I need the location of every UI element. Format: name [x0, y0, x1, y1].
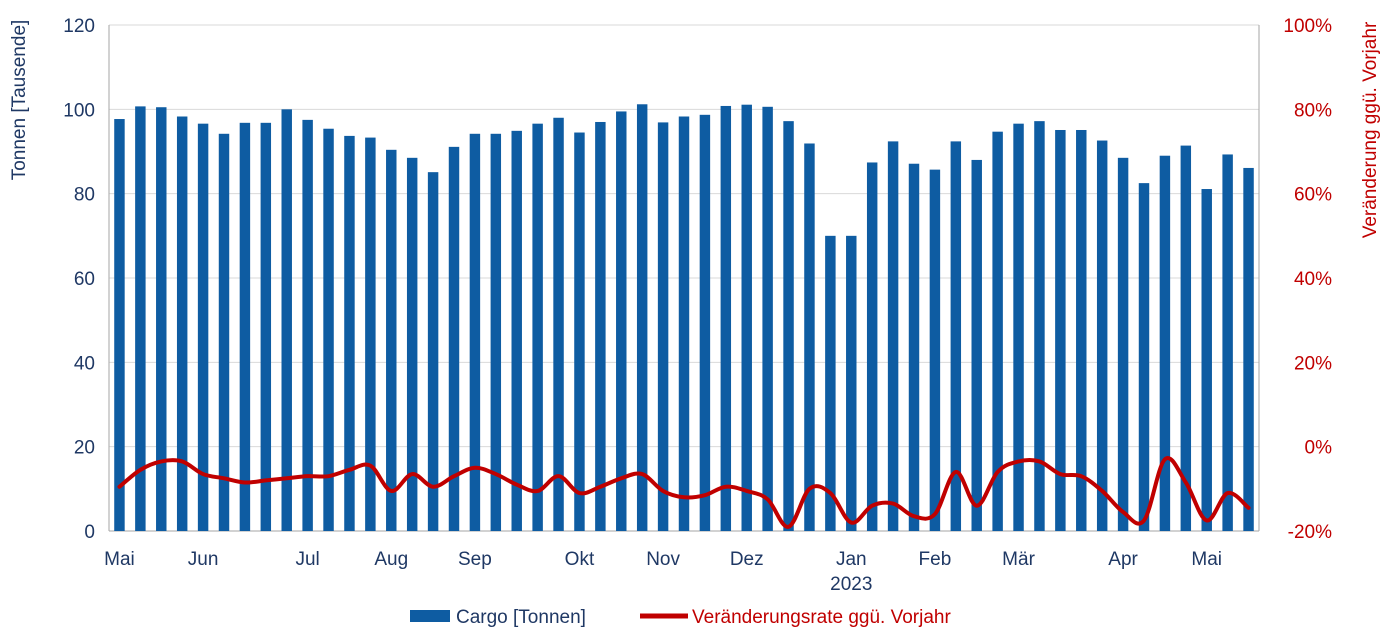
bar-cargo-36 [866, 162, 878, 532]
bar-cargo-18 [490, 133, 502, 532]
bar-series-cargo [114, 104, 1254, 532]
bar-cargo-7 [260, 122, 272, 532]
bar-cargo-17 [469, 133, 481, 532]
legend-label-line: Veränderungsrate ggü. Vorjahr [692, 607, 951, 628]
bar-cargo-52 [1201, 189, 1212, 532]
bar-cargo-23 [595, 121, 606, 531]
x-tick-label: Feb [919, 549, 952, 570]
bar-cargo-50 [1159, 155, 1171, 531]
legend: Cargo [Tonnen] Veränderungsrate ggü. Vor… [410, 607, 951, 628]
bar-cargo-37 [887, 141, 899, 531]
bar-cargo-26 [657, 122, 669, 531]
bar-cargo-16 [448, 146, 460, 531]
bar-cargo-53 [1222, 154, 1233, 531]
x-tick-label: Jun [188, 549, 219, 570]
bar-cargo-12 [365, 137, 376, 531]
x-tick-label: Mai [1191, 549, 1222, 570]
x-tick-label: Jan [836, 549, 867, 570]
bar-cargo-43 [1013, 123, 1024, 532]
x-tick-label: Sep [458, 549, 492, 570]
legend-swatch-cargo [410, 610, 450, 622]
left-tick-label: 20 [74, 438, 95, 459]
bar-cargo-6 [239, 122, 251, 532]
x-tick-label: Jul [295, 549, 319, 570]
left-tick-label: 40 [74, 353, 95, 374]
bar-cargo-20 [532, 123, 543, 532]
bar-cargo-40 [950, 141, 962, 531]
x-tick-label: Dez [730, 549, 764, 570]
left-axis-title: Tonnen [Tausende] [9, 20, 30, 181]
bar-cargo-45 [1055, 129, 1066, 531]
right-tick-label: 80% [1294, 100, 1332, 121]
bar-cargo-3 [176, 116, 188, 532]
bar-cargo-27 [678, 116, 690, 532]
bar-cargo-33 [804, 143, 815, 531]
bar-cargo-42 [992, 131, 1003, 531]
year-label: 2023 [830, 574, 872, 595]
bar-cargo-10 [323, 128, 334, 532]
bar-cargo-5 [218, 133, 230, 532]
bar-cargo-35 [846, 235, 857, 532]
right-tick-label: 0% [1305, 438, 1333, 459]
bar-cargo-25 [636, 104, 648, 532]
bar-cargo-51 [1180, 145, 1192, 531]
right-axis-title: Veränderung ggü. Vorjahr [1360, 21, 1381, 238]
x-tick-label: Mär [1002, 549, 1035, 570]
bar-cargo-13 [386, 149, 397, 531]
bar-cargo-14 [406, 157, 418, 531]
right-tick-label: 40% [1294, 269, 1332, 290]
bar-cargo-28 [699, 114, 711, 531]
legend-label-cargo: Cargo [Tonnen] [456, 607, 586, 628]
bar-cargo-9 [302, 119, 313, 531]
x-tick-label: Aug [374, 549, 408, 570]
left-tick-label: 100 [63, 100, 95, 121]
right-tick-label: -20% [1288, 522, 1332, 543]
bar-cargo-4 [197, 123, 209, 532]
bar-cargo-49 [1138, 183, 1150, 531]
bar-cargo-34 [825, 235, 836, 532]
bar-cargo-48 [1117, 157, 1129, 531]
x-tick-label: Mai [104, 549, 135, 570]
left-tick-label: 0 [84, 522, 95, 543]
bar-cargo-21 [553, 117, 564, 532]
bar-cargo-0 [114, 119, 125, 531]
line-series-veraenderungsrate [117, 456, 1251, 529]
bar-cargo-29 [720, 105, 732, 532]
bar-cargo-31 [762, 106, 773, 531]
right-axis-ticks: -20% 0% 20% 40% 60% 80% 100% [1283, 16, 1332, 543]
bar-cargo-2 [156, 107, 167, 531]
left-tick-label: 80 [74, 185, 95, 206]
right-tick-label: 20% [1294, 353, 1332, 374]
bar-cargo-24 [616, 111, 627, 532]
bar-cargo-15 [427, 172, 439, 531]
left-tick-label: 120 [63, 16, 95, 37]
bar-cargo-8 [281, 109, 292, 531]
bar-cargo-1 [135, 106, 146, 532]
left-tick-label: 60 [74, 269, 95, 290]
bar-cargo-44 [1034, 121, 1045, 531]
bar-cargo-38 [908, 163, 920, 531]
x-tick-label: Apr [1108, 549, 1138, 570]
x-tick-label: Okt [565, 549, 595, 570]
bar-cargo-46 [1076, 129, 1087, 531]
right-tick-label: 100% [1283, 16, 1332, 37]
x-tick-label: Nov [646, 549, 680, 570]
bar-cargo-41 [971, 159, 982, 531]
bar-cargo-19 [511, 130, 522, 532]
bar-cargo-47 [1096, 140, 1108, 531]
bar-cargo-39 [929, 169, 941, 532]
x-axis-ticks: Mai Jun Jul Aug Sep Okt Nov Dez Jan Feb Mär Apr Mai [104, 549, 1222, 570]
left-axis-ticks: 0 20 40 60 80 100 120 [63, 16, 95, 543]
bar-cargo-22 [574, 132, 585, 531]
bar-cargo-30 [741, 104, 752, 531]
bar-cargo-32 [783, 121, 794, 531]
right-tick-label: 60% [1294, 185, 1332, 206]
bar-cargo-54 [1243, 167, 1254, 531]
bar-cargo-11 [344, 135, 355, 532]
